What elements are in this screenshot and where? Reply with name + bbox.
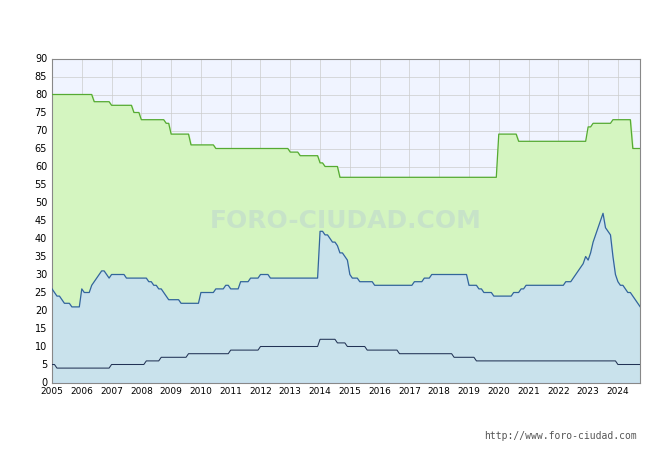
- Text: http://www.foro-ciudad.com: http://www.foro-ciudad.com: [484, 431, 637, 441]
- Text: FORO-CIUDAD.COM: FORO-CIUDAD.COM: [210, 208, 482, 233]
- Text: Mambrilla de Castrejón - Evolucion de la poblacion en edad de Trabajar Septiembr: Mambrilla de Castrejón - Evolucion de la…: [19, 17, 631, 28]
